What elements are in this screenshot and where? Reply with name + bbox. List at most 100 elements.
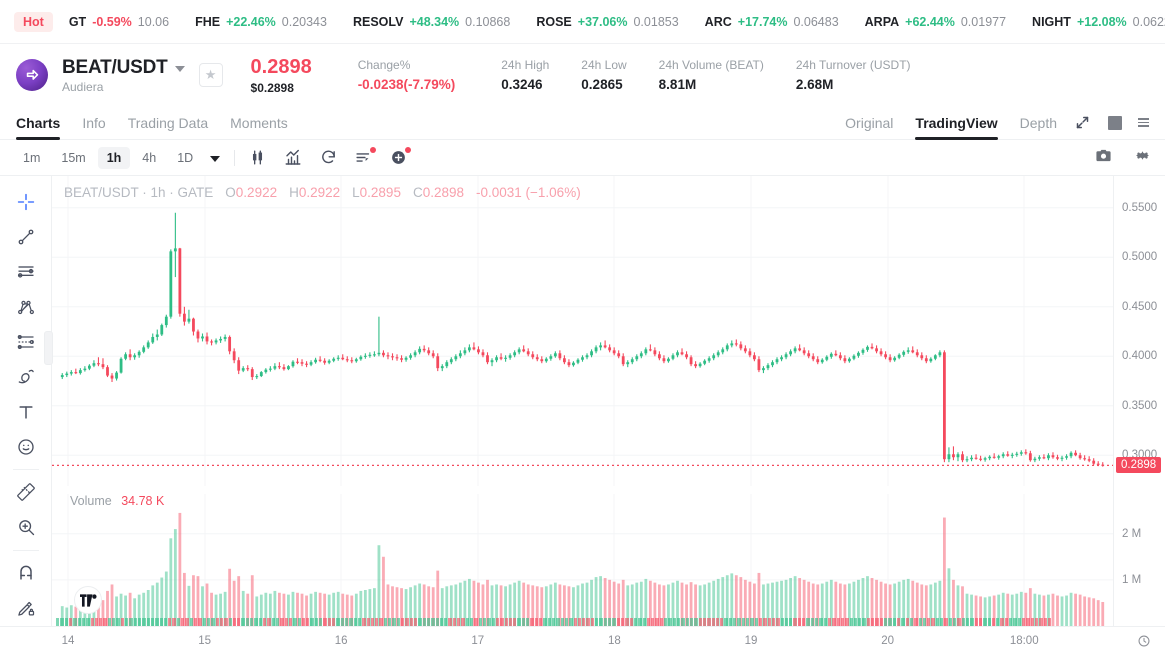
more-menu-icon[interactable] bbox=[1138, 118, 1149, 127]
trend-line-tool-icon[interactable] bbox=[10, 219, 42, 254]
timeframe-15m[interactable]: 15m bbox=[61, 150, 86, 165]
minimap-bar bbox=[491, 618, 495, 626]
pattern-tool-icon[interactable] bbox=[10, 289, 42, 324]
snapshot-camera-icon[interactable] bbox=[1095, 147, 1112, 169]
hot-badge: Hot bbox=[14, 11, 53, 32]
sidebar-scroll-handle[interactable] bbox=[44, 331, 53, 365]
minimap-bar bbox=[616, 618, 620, 626]
timeframe-more-icon[interactable] bbox=[210, 155, 221, 162]
ticker-item[interactable]: NIGHT +12.08% 0.06223 bbox=[1032, 15, 1165, 29]
minimap-bar bbox=[547, 618, 551, 626]
horizontal-lines-tool-icon[interactable] bbox=[10, 254, 42, 289]
nav-tab-info[interactable]: Info bbox=[82, 114, 106, 131]
stat-value: 2.68M bbox=[795, 77, 834, 92]
minimap-bar bbox=[155, 618, 159, 626]
ticker-price: 0.01853 bbox=[633, 14, 679, 29]
indicators-icon[interactable] bbox=[284, 149, 302, 167]
minimap-bar bbox=[332, 618, 336, 626]
minimap-bar bbox=[728, 618, 733, 626]
lock-drawings-icon[interactable] bbox=[10, 591, 42, 626]
minimap-bar bbox=[858, 618, 862, 626]
minimap-bar bbox=[293, 618, 297, 626]
minimap-bar bbox=[362, 618, 366, 626]
favorite-star-button[interactable]: ★ bbox=[198, 63, 223, 87]
minimap-bar bbox=[668, 618, 672, 626]
timeframe-1m[interactable]: 1m bbox=[23, 150, 41, 165]
tradingview-logo-badge[interactable] bbox=[74, 586, 102, 614]
emoji-tool-icon[interactable] bbox=[10, 429, 42, 464]
timeframe-4h[interactable]: 4h bbox=[142, 150, 157, 165]
minimap-bar bbox=[254, 618, 258, 626]
ticker-symbol: NIGHT bbox=[1032, 14, 1071, 29]
ticker-symbol: ARC bbox=[704, 14, 732, 29]
stat-block: 24h Low 0.2865 bbox=[581, 58, 626, 92]
timeframe-1D[interactable]: 1D bbox=[177, 150, 194, 165]
price-tick-label: 0.4500 bbox=[1122, 300, 1158, 313]
ticker-item[interactable]: ROSE +37.06% 0.01853 bbox=[536, 15, 678, 29]
minimap-bar bbox=[327, 618, 331, 626]
minimap-bar bbox=[715, 618, 720, 626]
nav-tab-depth[interactable]: Depth bbox=[1019, 114, 1057, 131]
ticker-item[interactable]: ARC +17.74% 0.06483 bbox=[705, 15, 839, 29]
fib-retracement-tool-icon[interactable] bbox=[10, 324, 42, 359]
minimap-bar bbox=[202, 618, 206, 626]
zoom-in-tool-icon[interactable] bbox=[10, 510, 42, 545]
timeline-minimap[interactable] bbox=[56, 618, 1052, 626]
timezone-clock-icon[interactable] bbox=[1137, 634, 1151, 653]
minimap-bar bbox=[176, 618, 181, 626]
volume-tick-label: 2 M bbox=[1122, 527, 1142, 540]
minimap-bar bbox=[983, 618, 987, 626]
chart-settings-gear-icon[interactable] bbox=[1134, 147, 1151, 169]
ticker-price: 0.20343 bbox=[281, 14, 327, 29]
minimap-bar bbox=[646, 618, 651, 626]
minimap-bar bbox=[659, 618, 664, 626]
minimap-bar bbox=[672, 618, 676, 626]
minimap-bar bbox=[802, 618, 806, 626]
minimap-bar bbox=[590, 618, 595, 626]
nav-tab-original[interactable]: Original bbox=[845, 114, 894, 131]
stat-label: 24h Low bbox=[581, 58, 627, 72]
minimap-bar bbox=[551, 618, 556, 626]
brush-tool-icon[interactable] bbox=[10, 359, 42, 394]
minimap-bar bbox=[573, 618, 577, 626]
magnet-tool-icon[interactable] bbox=[10, 556, 42, 591]
price-tick-label: 0.5000 bbox=[1122, 251, 1158, 264]
ticker-item[interactable]: FHE +22.46% 0.20343 bbox=[195, 15, 327, 29]
minimap-bar bbox=[1026, 618, 1030, 626]
price-chart-plot[interactable]: BEAT/USDT · 1h · GATE O0.2922 H0.2922 L0… bbox=[52, 176, 1113, 626]
chart-area[interactable]: BEAT/USDT · 1h · GATE O0.2922 H0.2922 L0… bbox=[0, 176, 1165, 626]
minimap-bar bbox=[103, 618, 107, 626]
candlestick-type-icon[interactable] bbox=[249, 149, 266, 166]
nav-tab-trading-data[interactable]: Trading Data bbox=[127, 114, 209, 131]
ticker-symbol: ROSE bbox=[536, 14, 572, 29]
ticker-item[interactable]: GT -0.59% 10.06 bbox=[69, 15, 169, 29]
crosshair-tool-icon[interactable] bbox=[10, 184, 42, 219]
refresh-icon[interactable] bbox=[320, 149, 337, 166]
nav-tab-moments[interactable]: Moments bbox=[230, 114, 288, 131]
layout-square-icon[interactable] bbox=[1108, 115, 1122, 130]
alerts-list-icon[interactable] bbox=[355, 147, 377, 166]
nav-tab-charts[interactable]: Charts bbox=[16, 106, 61, 140]
minimap-bar bbox=[465, 618, 469, 626]
nav-tab-tradingview[interactable]: TradingView bbox=[915, 106, 998, 140]
minimap-bar bbox=[784, 618, 789, 626]
add-indicator-icon[interactable] bbox=[390, 147, 412, 166]
measure-ruler-icon[interactable] bbox=[10, 475, 42, 510]
volume-label: Volume bbox=[70, 494, 112, 508]
price-tick-label: 0.4000 bbox=[1122, 350, 1158, 363]
price-axis[interactable]: 0.5500 0.5000 0.4500 0.4000 0.3500 0.3000 0.2… bbox=[1113, 176, 1165, 626]
ticker-item[interactable]: ARPA +62.44% 0.01977 bbox=[865, 15, 1006, 29]
minimap-bar bbox=[163, 618, 168, 626]
minimap-bar bbox=[827, 618, 832, 626]
fullscreen-icon[interactable] bbox=[1075, 115, 1090, 130]
ticker-item[interactable]: RESOLV +48.34% 0.10868 bbox=[353, 15, 510, 29]
minimap-bar bbox=[965, 618, 970, 626]
pair-dropdown-icon[interactable] bbox=[174, 65, 185, 72]
minimap-bar bbox=[366, 618, 370, 626]
time-axis[interactable]: 14 15 16 17 18 19 20 18:00 bbox=[0, 618, 1165, 656]
minimap-bar bbox=[513, 618, 517, 626]
text-tool-icon[interactable] bbox=[10, 394, 42, 429]
minimap-bar bbox=[504, 618, 508, 626]
timeframe-1h[interactable]: 1h bbox=[97, 146, 131, 169]
minimap-bar bbox=[478, 618, 482, 626]
